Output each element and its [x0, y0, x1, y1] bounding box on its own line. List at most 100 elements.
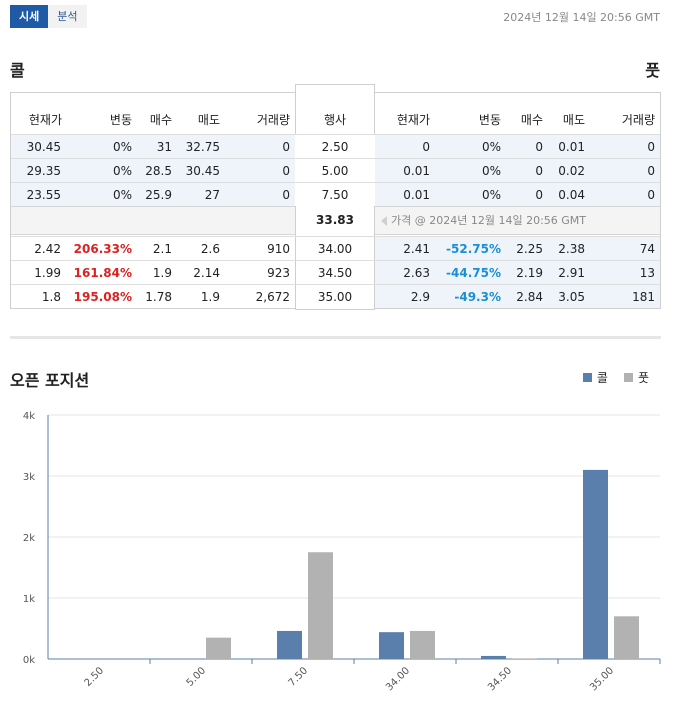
- put-volume: 13: [639, 266, 655, 280]
- strike: 34.00: [317, 242, 353, 256]
- y-tick-label: 2k: [23, 533, 35, 544]
- strike: 7.50: [295, 183, 375, 207]
- tab-bar: 시세 분석: [10, 5, 87, 28]
- legend-call-label: 콜: [596, 371, 608, 385]
- x-tick-label: 34.50: [486, 665, 514, 693]
- x-tick-label: 5.00: [185, 665, 209, 689]
- y-tick-label: 0k: [23, 655, 35, 666]
- open-position-chart: 0k 1k 2k 3k 4k 2.50 5.00 7.50 34.00 34.50 35.00: [23, 411, 661, 693]
- call-ask: 30.45: [185, 164, 220, 178]
- put-header-bid: 매수: [520, 113, 543, 127]
- pointer-arrow-icon: [381, 216, 387, 226]
- table-row[interactable]: 29.35 0% 28.5 30.45 0 5.00 0.01 0% 0 0.0…: [11, 158, 660, 183]
- timestamp: 2024년 12월 14일 20:56 GMT: [503, 11, 660, 24]
- put-change: -52.75%: [446, 242, 501, 256]
- put-ask: 2.38: [558, 242, 585, 256]
- underlying-price: 33.83: [295, 206, 375, 235]
- table-row[interactable]: 2.42 206.33% 2.1 2.6 910 34.00 2.41 -52.…: [11, 236, 660, 260]
- put-itm-shade: [375, 237, 660, 260]
- section-divider: [10, 336, 661, 339]
- legend-put[interactable]: 풋: [623, 369, 649, 386]
- legend-put-label: 풋: [637, 371, 649, 385]
- put-bar: [614, 616, 639, 659]
- put-ask: 3.05: [558, 290, 585, 304]
- put-header-volume: 거래량: [621, 113, 655, 127]
- put-bar: [308, 552, 333, 659]
- put-header-last: 현재가: [396, 113, 430, 127]
- put-ask: 0.02: [558, 164, 585, 178]
- call-bid: 1.9: [152, 266, 172, 280]
- put-volume: 74: [639, 242, 655, 256]
- call-header-volume: 거래량: [256, 113, 290, 127]
- put-itm-shade: [375, 261, 660, 284]
- call-bar: [481, 655, 506, 659]
- call-bid: 25.9: [145, 188, 172, 202]
- table-row[interactable]: 23.55 0% 25.9 27 0 7.50 0.01 0% 0 0.04 0: [11, 182, 660, 207]
- call-ask: 2.6: [200, 242, 220, 256]
- call-change: 161.84%: [73, 266, 132, 280]
- call-bid: 28.5: [145, 164, 172, 178]
- call-volume: 0: [282, 140, 290, 154]
- put-bid: 0: [535, 140, 543, 154]
- strike-header: 행사: [323, 113, 347, 127]
- call-volume: 0: [282, 164, 290, 178]
- call-bid: 2.1: [152, 242, 172, 256]
- put-bid: 2.19: [516, 266, 543, 280]
- call-bar: [277, 630, 302, 659]
- put-volume: 181: [632, 290, 655, 304]
- y-tick-label: 3k: [23, 472, 35, 483]
- call-last: 23.55: [26, 188, 61, 202]
- y-tick-label: 4k: [23, 411, 35, 422]
- strike: 35.00: [317, 290, 353, 304]
- call-last: 2.42: [34, 242, 61, 256]
- legend-call[interactable]: 콜: [582, 369, 608, 386]
- call-volume: 923: [267, 266, 290, 280]
- x-tick-label: 2.50: [83, 665, 107, 689]
- put-ask: 0.04: [558, 188, 585, 202]
- call-bar: [583, 469, 608, 659]
- put-title: 풋: [645, 61, 660, 80]
- put-last: 2.9: [410, 290, 430, 304]
- legend-put-swatch: [623, 373, 633, 382]
- x-tick-label: 35.00: [588, 665, 616, 693]
- options-chain-table: 현재가 변동 매수 매도 거래량 행사 현재가 변동 매수 매도 거래량 30.…: [10, 84, 661, 310]
- table-row[interactable]: 30.45 0% 31 32.75 0 2.50 0 0% 0 0.01 0: [11, 134, 660, 159]
- call-last: 30.45: [26, 140, 61, 154]
- tab-analysis[interactable]: 분석: [48, 5, 87, 28]
- call-ask: 27: [204, 188, 220, 202]
- put-change: 0%: [481, 188, 501, 202]
- put-last: 0: [422, 140, 430, 154]
- put-header-change: 변동: [478, 113, 501, 127]
- strike: 2.50: [295, 135, 375, 159]
- tab-quotes[interactable]: 시세: [10, 5, 49, 28]
- call-volume: 2,672: [255, 290, 290, 304]
- call-change: 0%: [112, 140, 132, 154]
- put-ask: 0.01: [558, 140, 585, 154]
- call-ask: 32.75: [185, 140, 220, 154]
- put-bar: [410, 630, 435, 659]
- table-row[interactable]: 1.8 195.08% 1.78 1.9 2,672 35.00 2.9 -49…: [11, 284, 660, 308]
- call-bid: 1.78: [145, 290, 172, 304]
- table-row[interactable]: 1.99 161.84% 1.9 2.14 923 34.50 2.63 -44…: [11, 260, 660, 284]
- x-tick-label: 34.00: [384, 665, 412, 693]
- underlying-price-note: 가격 @ 2024년 12월 14일 20:56 GMT: [381, 206, 586, 235]
- call-header-bid: 매수: [149, 113, 172, 127]
- call-volume: 910: [267, 242, 290, 256]
- call-volume: 0: [282, 188, 290, 202]
- call-bar: [379, 632, 404, 659]
- call-ask: 1.9: [200, 290, 220, 304]
- legend-call-swatch: [582, 373, 592, 382]
- put-last: 0.01: [403, 164, 430, 178]
- put-change: -49.3%: [454, 290, 501, 304]
- call-change: 195.08%: [73, 290, 132, 304]
- call-last: 1.99: [34, 266, 61, 280]
- call-change: 0%: [112, 164, 132, 178]
- call-ask: 2.14: [193, 266, 220, 280]
- call-bid: 31: [156, 140, 172, 154]
- strike: 5.00: [295, 159, 375, 183]
- put-bid: 0: [535, 188, 543, 202]
- put-ask: 2.91: [558, 266, 585, 280]
- put-last: 0.01: [403, 188, 430, 202]
- put-change: 0%: [481, 140, 501, 154]
- open-position-title: 오픈 포지션: [10, 371, 90, 390]
